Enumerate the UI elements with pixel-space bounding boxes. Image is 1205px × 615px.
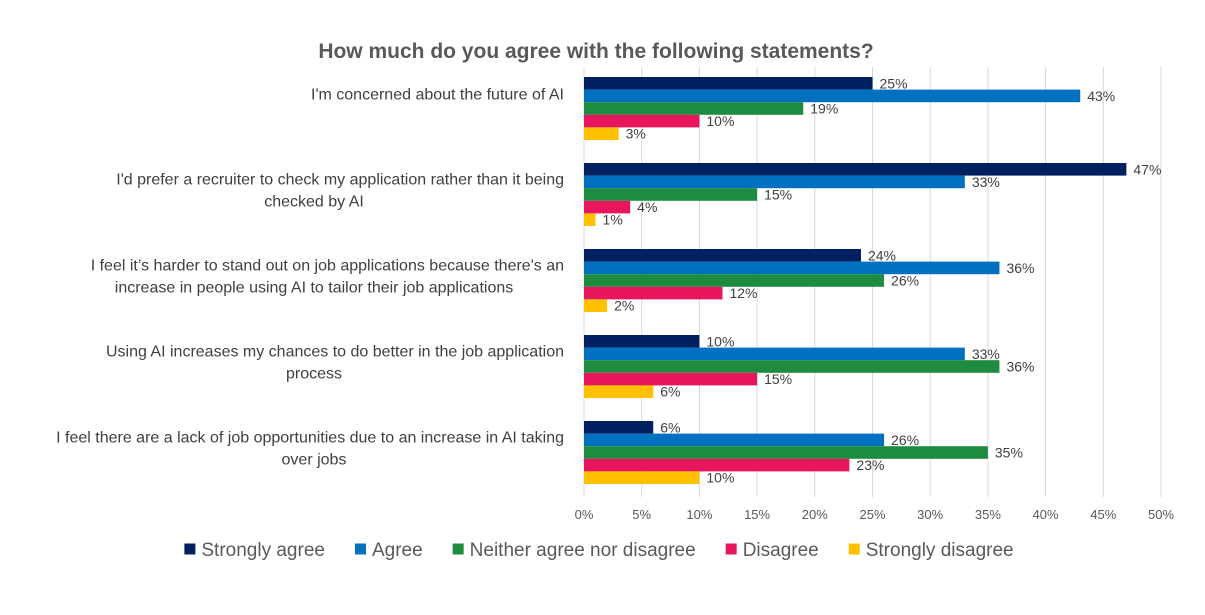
category-label: increase in people using AI to tailor th… <box>115 280 513 297</box>
x-tick-label: 30% <box>917 507 943 522</box>
data-label: 10% <box>706 470 734 486</box>
legend-swatch <box>725 543 737 555</box>
legend-swatch <box>184 543 196 555</box>
category-label: checked by AI <box>264 194 364 211</box>
bar-agree <box>584 89 1081 103</box>
legend-item-agree: Agree <box>354 540 423 561</box>
x-tick-label: 25% <box>859 507 885 522</box>
legend-item-disagree: Disagree <box>725 540 819 561</box>
data-labels: 25% 47% 24% 10% 6% 43% 33% 36% 33% 26% 19% 15% 26% 36… <box>603 75 1162 485</box>
data-label: 10% <box>706 333 734 349</box>
bar-neither-agree-nor-disagree <box>584 360 1000 373</box>
x-tick-label: 40% <box>1033 507 1059 522</box>
legend-label: Disagree <box>743 540 819 561</box>
data-label: 6% <box>660 419 680 435</box>
x-tick-label: 5% <box>632 507 651 522</box>
data-label: 35% <box>995 445 1023 461</box>
bars <box>584 77 1127 484</box>
category-label: I'm concerned about the future of AI <box>311 87 564 104</box>
data-label: 4% <box>637 199 657 215</box>
data-label: 33% <box>972 174 1000 190</box>
legend-swatch <box>354 543 366 555</box>
legend-swatch <box>452 543 464 555</box>
bar-disagree <box>584 458 850 472</box>
bar-disagree <box>584 200 631 214</box>
x-axis-ticks: 0% 5% 10% 15% 20% 25% 30% 35% 40% 45% 50% <box>575 507 1175 522</box>
legend-label: Strongly disagree <box>866 540 1014 561</box>
bar-disagree <box>584 114 700 128</box>
data-label: 12% <box>729 285 757 301</box>
data-label: 33% <box>972 346 1000 362</box>
category-label: I'd prefer a recruiter to check my appli… <box>116 172 564 189</box>
x-tick-label: 50% <box>1148 507 1174 522</box>
bar-strongly-disagree <box>584 299 608 312</box>
legend-item-strongly-agree: Strongly agree <box>184 540 325 561</box>
legend-item-strongly-disagree: Strongly disagree <box>848 540 1014 561</box>
data-label: 10% <box>706 113 734 129</box>
legend: Strongly agree Agree Neither agree nor dis… <box>184 540 1014 561</box>
x-tick-label: 20% <box>802 507 828 522</box>
category-label: I feel it’s harder to stand out on job a… <box>91 258 564 275</box>
bar-strongly-disagree <box>584 385 654 398</box>
legend-swatch <box>848 543 860 555</box>
bar-neither-agree-nor-disagree <box>584 274 885 287</box>
legend-label: Agree <box>372 540 423 561</box>
data-label: 36% <box>1006 359 1034 375</box>
data-label: 15% <box>764 371 792 387</box>
x-tick-label: 15% <box>744 507 770 522</box>
bar-agree <box>584 347 965 361</box>
legend-label: Strongly agree <box>201 540 325 561</box>
bar-agree <box>584 175 965 189</box>
data-label: 23% <box>856 457 884 473</box>
bar-strongly-agree <box>584 249 861 262</box>
category-label: I feel there are a lack of job opportuni… <box>56 430 564 447</box>
chart-title: How much do you agree with the following… <box>318 40 873 63</box>
data-label: 36% <box>1006 260 1034 276</box>
data-label: 47% <box>1133 161 1161 177</box>
data-label: 43% <box>1087 88 1115 104</box>
data-label: 6% <box>660 384 680 400</box>
data-label: 26% <box>891 273 919 289</box>
x-tick-label: 10% <box>686 507 712 522</box>
legend-item-neither-agree-nor-disagree: Neither agree nor disagree <box>452 540 696 561</box>
data-label: 26% <box>891 432 919 448</box>
bar-disagree <box>584 372 758 386</box>
bar-strongly-agree <box>584 421 654 434</box>
data-label: 3% <box>626 126 646 142</box>
bar-neither-agree-nor-disagree <box>584 188 758 201</box>
bar-agree <box>584 261 1000 275</box>
category-label: Using AI increases my chances to do bett… <box>106 344 564 361</box>
legend-label: Neither agree nor disagree <box>470 540 696 561</box>
bar-agree <box>584 433 885 447</box>
category-labels: I'm concerned about the future of AI I'd … <box>56 87 564 469</box>
data-label: 15% <box>764 187 792 203</box>
bar-strongly-agree <box>584 77 873 90</box>
bar-strongly-disagree <box>584 471 700 484</box>
x-tick-label: 35% <box>975 507 1001 522</box>
bar-neither-agree-nor-disagree <box>584 102 804 115</box>
bar-strongly-agree <box>584 335 700 348</box>
bar-strongly-agree <box>584 163 1127 176</box>
data-label: 1% <box>603 212 623 228</box>
bar-disagree <box>584 286 723 300</box>
x-tick-label: 45% <box>1090 507 1116 522</box>
x-tick-label: 0% <box>575 507 594 522</box>
data-label: 24% <box>868 247 896 263</box>
bar-neither-agree-nor-disagree <box>584 446 988 459</box>
bar-strongly-disagree <box>584 127 619 140</box>
data-label: 19% <box>810 101 838 117</box>
bar-strongly-disagree <box>584 213 596 226</box>
category-label: over jobs <box>282 452 347 469</box>
category-label: process <box>286 366 342 383</box>
data-label: 2% <box>614 298 634 314</box>
data-label: 25% <box>880 75 908 91</box>
